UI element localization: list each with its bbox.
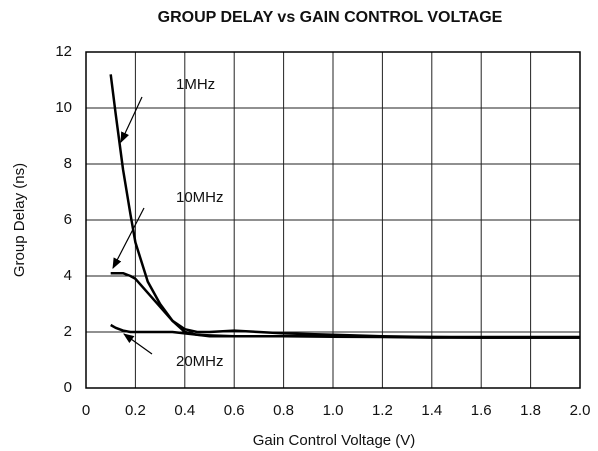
series-line xyxy=(110,323,580,339)
x-tick-label: 1.0 xyxy=(323,402,344,419)
x-tick-label: 0 xyxy=(82,402,90,419)
y-tick-label: 12 xyxy=(55,43,72,60)
x-axis-label: Gain Control Voltage (V) xyxy=(253,432,416,449)
y-axis-label: Group Delay (ns) xyxy=(11,163,28,277)
y-tick-label: 8 xyxy=(64,155,72,172)
callout-arrow xyxy=(123,333,153,355)
legend-label: 10MHz xyxy=(176,189,224,206)
callout-arrow xyxy=(120,96,143,143)
x-tick-label: 0.8 xyxy=(273,402,294,419)
x-tick-label: 0.4 xyxy=(174,402,195,419)
callout-arrow xyxy=(112,207,145,269)
y-tick-label: 4 xyxy=(64,267,72,284)
plot-frame xyxy=(85,51,581,389)
x-tick-label: 1.4 xyxy=(421,402,442,419)
x-tick-label: 1.8 xyxy=(520,402,541,419)
x-tick-label: 1.2 xyxy=(372,402,393,419)
y-tick-label: 10 xyxy=(55,99,72,116)
y-tick-label: 2 xyxy=(64,323,72,340)
x-tick-label: 1.6 xyxy=(471,402,492,419)
chart-title: GROUP DELAY vs GAIN CONTROL VOLTAGE xyxy=(158,9,503,26)
legend-label: 20MHz xyxy=(176,353,224,370)
x-tick-label: 0.2 xyxy=(125,402,146,419)
series-line xyxy=(110,271,580,339)
legend-label: 1MHz xyxy=(176,76,215,93)
y-tick-label: 0 xyxy=(64,379,72,396)
y-tick-label: 6 xyxy=(64,211,72,228)
x-tick-label: 0.6 xyxy=(224,402,245,419)
x-tick-label: 2.0 xyxy=(570,402,591,419)
